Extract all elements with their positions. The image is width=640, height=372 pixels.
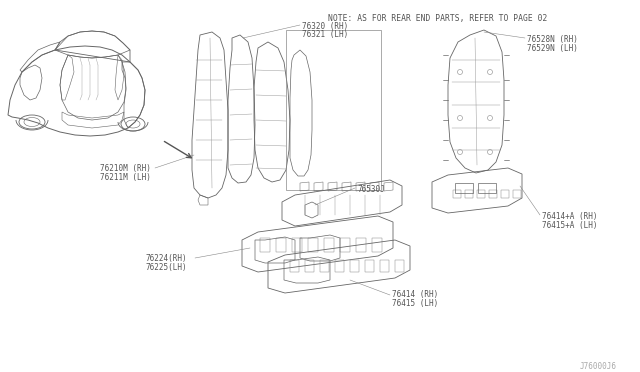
Text: J76000J6: J76000J6 — [580, 362, 617, 371]
Text: 76210M (RH): 76210M (RH) — [100, 164, 151, 173]
Bar — [308, 238, 318, 252]
Text: 76320 (RH): 76320 (RH) — [302, 22, 348, 31]
Bar — [290, 260, 299, 272]
Bar — [276, 238, 286, 252]
Bar — [320, 260, 329, 272]
Text: NOTE: AS FOR REAR END PARTS, REFER TO PAGE 02: NOTE: AS FOR REAR END PARTS, REFER TO PA… — [328, 14, 547, 23]
Bar — [380, 260, 389, 272]
Bar — [489, 190, 497, 198]
Text: 76529N (LH): 76529N (LH) — [527, 44, 578, 53]
Text: 76321 (LH): 76321 (LH) — [302, 30, 348, 39]
Text: 76415+A (LH): 76415+A (LH) — [542, 221, 598, 230]
Bar — [513, 190, 521, 198]
Bar — [324, 238, 334, 252]
Text: 76530J: 76530J — [357, 185, 385, 194]
Bar — [478, 183, 496, 193]
Bar — [372, 238, 382, 252]
Bar — [286, 30, 381, 190]
Bar — [260, 238, 270, 252]
Bar — [501, 190, 509, 198]
Bar — [340, 238, 350, 252]
Bar — [365, 260, 374, 272]
Bar — [395, 260, 404, 272]
Bar — [453, 190, 461, 198]
Text: 76415 (LH): 76415 (LH) — [392, 299, 438, 308]
Text: 76224(RH): 76224(RH) — [145, 254, 187, 263]
Bar — [356, 238, 366, 252]
Text: 76414+A (RH): 76414+A (RH) — [542, 212, 598, 221]
Bar — [305, 260, 314, 272]
Text: 76225(LH): 76225(LH) — [145, 263, 187, 272]
Bar — [292, 238, 302, 252]
Text: 76211M (LH): 76211M (LH) — [100, 173, 151, 182]
Bar — [477, 190, 485, 198]
Bar — [465, 190, 473, 198]
Bar — [455, 183, 473, 193]
Bar — [350, 260, 359, 272]
Bar — [335, 260, 344, 272]
Text: 76528N (RH): 76528N (RH) — [527, 35, 578, 44]
Text: 76414 (RH): 76414 (RH) — [392, 290, 438, 299]
